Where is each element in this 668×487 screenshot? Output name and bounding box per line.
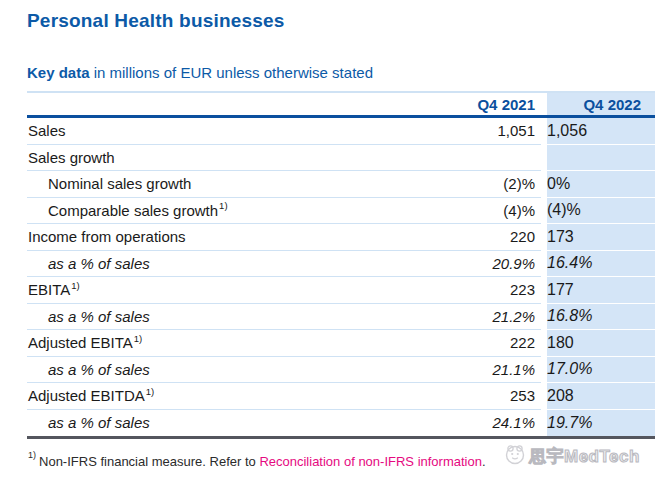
table-row: Sales 1,0511,056 xyxy=(27,118,655,145)
table-row: Adjusted EBITDA1)253208 xyxy=(27,383,655,410)
value-q4-2021: 220 xyxy=(429,224,541,251)
value-q4-2022: 16.8% xyxy=(547,304,655,331)
row-label: Adjusted EBITA1) xyxy=(27,330,429,357)
value-q4-2022: 177 xyxy=(547,277,655,304)
row-label-text: Sales xyxy=(28,122,66,139)
row-label: as a % of sales xyxy=(27,251,429,278)
value-q4-2021: 21.1% xyxy=(429,357,541,384)
table-row: as a % of sales 21.1%17.0% xyxy=(27,357,655,384)
row-label-text: as a % of sales xyxy=(48,361,150,378)
value-q4-2021: 20.9% xyxy=(429,251,541,278)
row-label: as a % of sales xyxy=(27,357,429,384)
row-label: as a % of sales xyxy=(27,304,429,331)
page-title: Personal Health businesses xyxy=(27,9,655,33)
value-q4-2022: 1,056 xyxy=(547,118,655,145)
value-q4-2021: (2)% xyxy=(429,171,541,198)
key-data-table: Q4 2021 Q4 2022 Sales 1,0511,056 Sales gro… xyxy=(27,91,655,439)
row-label: Comparable sales growth1) xyxy=(27,198,429,225)
row-label: as a % of sales xyxy=(27,410,429,437)
table-row: as a % of sales 24.1%19.7% xyxy=(27,410,655,437)
table-row: Income from operations 220173 xyxy=(27,224,655,251)
value-q4-2022: 17.0% xyxy=(547,357,655,384)
value-q4-2022: 0% xyxy=(547,171,655,198)
table-row: Adjusted EBITA1)222180 xyxy=(27,330,655,357)
column-header-q4-2021: Q4 2021 xyxy=(429,93,541,115)
value-q4-2021: 223 xyxy=(429,277,541,304)
column-header-q4-2022: Q4 2022 xyxy=(547,93,655,115)
footnote-suffix: . xyxy=(482,454,486,469)
row-label-text: Comparable sales growth xyxy=(48,202,218,219)
value-q4-2022: (4)% xyxy=(547,198,655,225)
value-q4-2021 xyxy=(429,145,541,172)
row-label: Sales xyxy=(27,118,429,145)
table-caption: Key data in millions of EUR unless other… xyxy=(27,63,655,83)
table-row: as a % of sales 21.2%16.8% xyxy=(27,304,655,331)
value-q4-2021: 222 xyxy=(429,330,541,357)
row-label-text: as a % of sales xyxy=(48,308,150,325)
value-q4-2021: 24.1% xyxy=(429,410,541,437)
row-label-text: as a % of sales xyxy=(48,414,150,431)
footnote-marker: 1) xyxy=(28,450,36,460)
report-page: Personal Health businesses Key data in m… xyxy=(0,0,668,487)
value-q4-2021: (4)% xyxy=(429,198,541,225)
footnote: 1)Non-IFRS financial measure. Refer to R… xyxy=(27,453,655,471)
row-label-text: Nominal sales growth xyxy=(48,175,191,192)
row-label: Adjusted EBITDA1) xyxy=(27,383,429,410)
row-label-text: as a % of sales xyxy=(48,255,150,272)
row-label-text: Sales growth xyxy=(28,149,115,166)
value-q4-2021: 1,051 xyxy=(429,118,541,145)
table-row: EBITA1)223177 xyxy=(27,277,655,304)
reconciliation-link[interactable]: Reconciliation of non-IFRS information xyxy=(259,454,482,469)
value-q4-2021: 21.2% xyxy=(429,304,541,331)
row-label-text: Income from operations xyxy=(28,228,186,245)
value-q4-2022: 16.4% xyxy=(547,251,655,278)
footnote-text: Non-IFRS financial measure. Refer to xyxy=(39,454,259,469)
caption-key-data: Key data xyxy=(27,64,90,81)
table-header-row: Q4 2021 Q4 2022 xyxy=(27,91,655,118)
row-label-text: Adjusted EBITDA xyxy=(28,387,145,404)
value-q4-2022 xyxy=(547,145,655,172)
row-label-text: EBITA xyxy=(28,281,70,298)
table-body: Sales 1,0511,056 Sales growth Nominal sales… xyxy=(27,118,655,439)
value-q4-2022: 208 xyxy=(547,383,655,410)
table-row: Comparable sales growth1)(4)%(4)% xyxy=(27,198,655,225)
value-q4-2022: 19.7% xyxy=(547,410,655,437)
row-label: Nominal sales growth xyxy=(27,171,429,198)
value-q4-2022: 180 xyxy=(547,330,655,357)
header-spacer xyxy=(27,93,429,115)
table-row: as a % of sales 20.9%16.4% xyxy=(27,251,655,278)
table-row: Nominal sales growth (2)%0% xyxy=(27,171,655,198)
row-label: Income from operations xyxy=(27,224,429,251)
row-label: Sales growth xyxy=(27,145,429,172)
table-row: Sales growth xyxy=(27,145,655,172)
row-label-text: Adjusted EBITA xyxy=(28,334,133,351)
value-q4-2021: 253 xyxy=(429,383,541,410)
caption-units: in millions of EUR unless otherwise stat… xyxy=(90,64,373,81)
row-label: EBITA1) xyxy=(27,277,429,304)
value-q4-2022: 173 xyxy=(547,224,655,251)
